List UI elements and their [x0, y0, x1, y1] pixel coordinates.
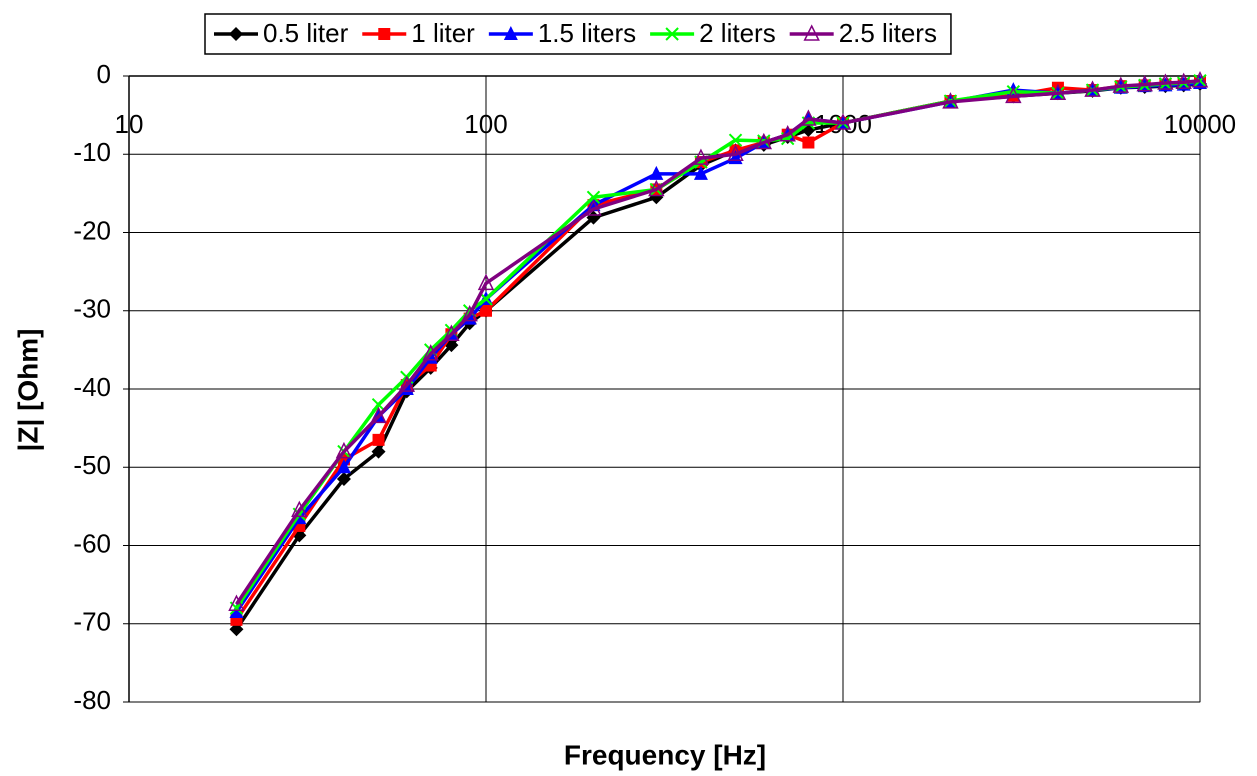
x-tick-label: 100: [464, 109, 507, 139]
marker: [728, 133, 743, 147]
y-tick-label: 0: [97, 59, 111, 89]
marker: [586, 190, 601, 204]
marker: [378, 28, 391, 40]
legend-label: 1 liter: [411, 18, 475, 48]
marker: [834, 113, 852, 130]
marker: [1157, 73, 1174, 90]
marker: [229, 27, 243, 41]
marker: [1175, 72, 1192, 90]
marker: [800, 109, 817, 126]
marker: [692, 148, 710, 165]
marker: [803, 24, 820, 41]
marker: [398, 375, 416, 392]
y-tick-label: -70: [73, 607, 111, 637]
legend-label: 0.5 liter: [263, 18, 349, 48]
marker: [648, 179, 665, 197]
marker: [371, 444, 386, 459]
x-axis-title: Frequency [Hz]: [564, 739, 766, 770]
marker: [649, 165, 664, 180]
marker: [370, 406, 387, 424]
marker: [1005, 86, 1022, 104]
legend-label: 1.5 liters: [538, 18, 636, 48]
marker: [479, 292, 493, 306]
marker: [335, 441, 353, 459]
marker: [480, 304, 492, 317]
marker: [727, 144, 744, 161]
marker: [503, 26, 518, 40]
marker: [336, 459, 351, 474]
y-axis-title: |Z| [Ohm]: [12, 329, 43, 452]
marker: [291, 500, 308, 518]
y-tick-label: -50: [73, 450, 111, 480]
y-tick-label: -40: [73, 372, 111, 402]
marker: [1112, 76, 1130, 93]
y-tick-label: -60: [73, 528, 111, 558]
marker: [665, 27, 679, 41]
x-tick-label: 10000: [1164, 109, 1236, 139]
marker: [1191, 71, 1209, 88]
marker: [586, 210, 601, 225]
series: [228, 71, 1209, 611]
y-tick-label: -80: [73, 685, 111, 715]
marker: [779, 125, 796, 142]
y-tick-label: -20: [73, 215, 111, 245]
marker: [228, 594, 245, 611]
legend-label: 2.5 liters: [839, 18, 937, 48]
marker: [229, 604, 244, 619]
legend: 0.5 liter 1 liter 1.5 liters 2 liters 2.5 li…: [204, 13, 952, 55]
marker: [422, 344, 439, 361]
marker: [371, 397, 386, 412]
y-tick-label: -10: [73, 137, 111, 167]
marker: [1084, 80, 1101, 97]
y-tick-label: -30: [73, 294, 111, 324]
marker: [477, 273, 495, 291]
marker: [461, 304, 478, 322]
marker: [585, 199, 602, 216]
marker: [443, 324, 460, 341]
marker: [802, 136, 815, 149]
marker: [942, 92, 959, 109]
marker: [693, 165, 708, 180]
marker: [1136, 74, 1153, 92]
marker: [336, 471, 351, 486]
marker: [755, 132, 773, 150]
legend-label: 2 liters: [699, 18, 776, 48]
marker: [1049, 83, 1067, 100]
marker: [372, 433, 385, 446]
